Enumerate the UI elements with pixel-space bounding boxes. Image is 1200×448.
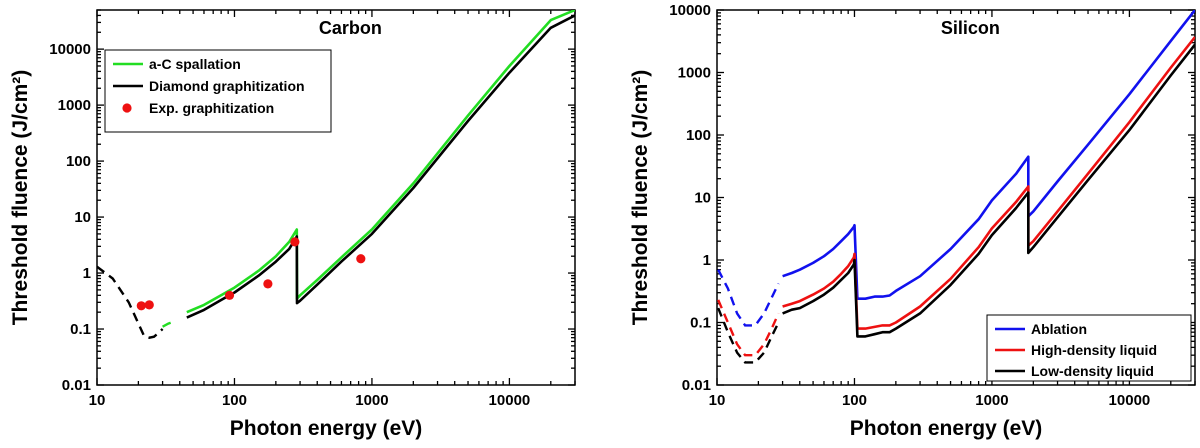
y-tick-label: 1000	[58, 97, 91, 114]
legend-label: High-density liquid	[1031, 342, 1157, 358]
legend-label: Exp. graphitization	[149, 100, 274, 116]
x-tick-label: 1000	[975, 392, 1008, 409]
y-tick-label: 100	[686, 127, 711, 144]
legend-marker	[122, 103, 132, 113]
data-area	[97, 10, 575, 339]
x-tick-label: 10	[709, 392, 726, 409]
series-line-high-density-liquid	[782, 36, 1195, 330]
y-axis-label: Threshold fluence (J/cm²)	[9, 70, 32, 326]
x-tick-label: 10000	[1109, 392, 1151, 409]
y-tick-label: 1	[703, 252, 711, 269]
data-point-exp-graphitization	[263, 279, 273, 289]
x-tick-label: 100	[222, 392, 247, 409]
y-tick-label: 10000	[669, 2, 711, 19]
y-tick-label: 0.01	[62, 377, 91, 394]
data-point-exp-graphitization	[224, 290, 235, 300]
y-tick-label: 0.1	[690, 315, 711, 332]
x-axis-label: Photon energy (eV)	[850, 417, 1043, 440]
data-area	[717, 10, 1195, 364]
legend-label: Ablation	[1031, 321, 1087, 337]
x-axis-label: Photon energy (eV)	[230, 417, 423, 440]
y-tick-label: 10	[694, 190, 711, 207]
x-tick-label: 10	[89, 392, 106, 409]
y-tick-label: 0.01	[682, 377, 711, 394]
series-line-dashed-high-density-liquid	[717, 299, 780, 357]
data-point-exp-graphitization	[136, 301, 146, 311]
x-tick-label: 1000	[355, 392, 388, 409]
legend-label: Diamond graphitization	[149, 78, 305, 94]
data-point-exp-graphitization	[144, 300, 154, 310]
y-tick-label: 10000	[49, 41, 91, 58]
series-line-low-density-liquid	[782, 43, 1195, 338]
y-tick-label: 100	[66, 153, 91, 170]
x-tick-label: 100	[842, 392, 867, 409]
chart-title: Carbon	[319, 18, 382, 38]
data-point-exp-graphitization	[356, 254, 366, 264]
series-line-dashed-a-c-spallation	[162, 320, 174, 328]
y-tick-label: 10	[74, 209, 91, 226]
legend-label: Low-density liquid	[1031, 363, 1154, 379]
y-tick-label: 1000	[678, 65, 711, 82]
data-point-exp-graphitization	[290, 237, 300, 247]
chart-title: Silicon	[941, 18, 1000, 38]
series-line-a-c-spallation	[186, 10, 575, 314]
y-tick-label: 0.1	[70, 321, 91, 338]
plot-frame	[96, 9, 576, 386]
chart-carbon: 10 100 1000 10000 0.01 0.1 1 10 100 1000 10000 Phot…	[9, 9, 576, 440]
chart-silicon: 10 100 1000 10000 0.01 0.1 1 10 100 1000 10000 Phot…	[629, 2, 1196, 440]
series-line-dashed-ablation	[717, 269, 780, 327]
legend-label: a-C spallation	[149, 56, 241, 72]
y-tick-label: 1	[83, 265, 91, 282]
y-axis-label: Threshold fluence (J/cm²)	[629, 70, 652, 326]
x-tick-label: 10000	[489, 392, 531, 409]
series-line-dashed-low-density-liquid	[717, 307, 780, 364]
series-line-ablation	[782, 10, 1195, 301]
legend: Ablation High-density liquid Low-density l…	[986, 314, 1192, 382]
legend: a-C spallation Diamond graphitization Exp.…	[104, 49, 332, 133]
